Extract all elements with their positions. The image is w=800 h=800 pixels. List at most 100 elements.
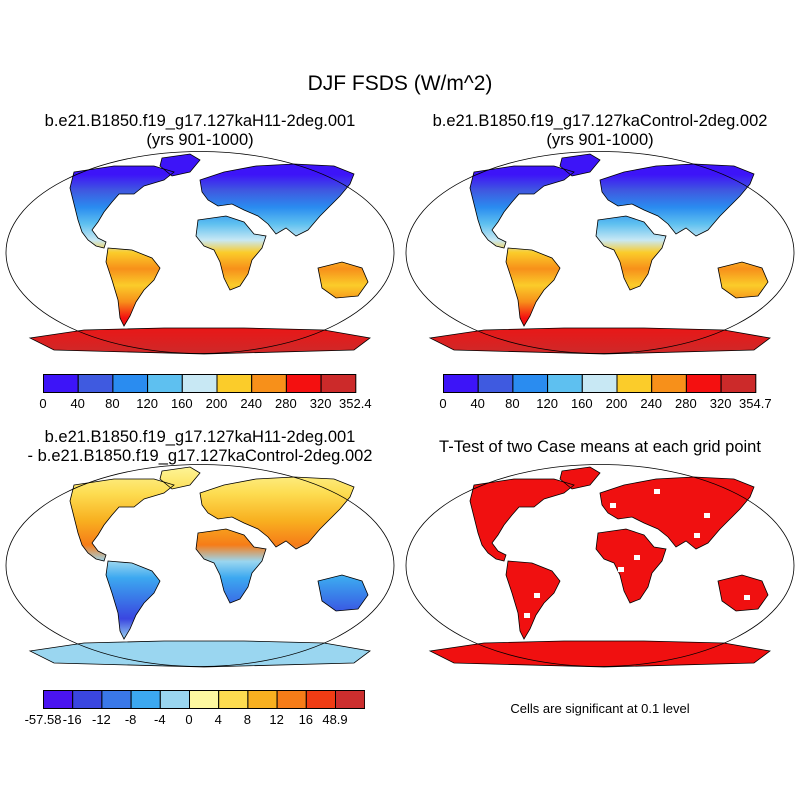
colorbar-tick-label: 0 xyxy=(39,396,47,411)
coastline-antarctica xyxy=(28,640,371,668)
coastline-africa xyxy=(195,215,267,291)
colorbar-box xyxy=(512,374,549,393)
colorbar-box xyxy=(443,374,479,393)
colorbar-box xyxy=(251,374,287,393)
map-border xyxy=(405,151,795,354)
coastline-africa xyxy=(595,215,667,291)
panel3-title-line2: - b.e21.B1850.f19_g17.127kaControl-2deg.… xyxy=(27,447,373,465)
colorbar-tick-label: 0 xyxy=(439,396,447,411)
map-panel2-control-fsds xyxy=(405,151,795,355)
colorbar-box xyxy=(130,690,161,709)
nonsignificant-cell xyxy=(618,567,624,572)
colorbar-box xyxy=(159,690,191,709)
colorbar-box xyxy=(276,690,307,709)
colorbar-tick-label: 12 xyxy=(269,712,284,727)
nonsignificant-cell xyxy=(694,533,700,538)
colorbar-tick-label: 8 xyxy=(243,712,252,727)
map-panel1-case-fsds xyxy=(5,151,395,355)
colorbar-box xyxy=(305,690,336,709)
colorbar-box xyxy=(147,374,183,393)
coastline-antarctica xyxy=(28,327,371,355)
figure-title: DJF FSDS (W/m^2) xyxy=(307,72,493,95)
panel2-title-line2: (yrs 901-1000) xyxy=(546,131,654,149)
nonsignificant-cell xyxy=(564,523,570,528)
coastline-samerica xyxy=(505,247,561,327)
colorbar-tick-label: 40 xyxy=(470,396,485,411)
colorbar-tick-label: 352.4 xyxy=(339,396,372,411)
colorbar-box xyxy=(720,374,757,393)
map-panel3-difference xyxy=(5,464,395,668)
colorbar-tick-label: 160 xyxy=(170,396,193,411)
nonsignificant-cell xyxy=(534,593,540,598)
colorbar-box xyxy=(320,374,357,393)
panel3-title-line1: b.e21.B1850.f19_g17.127kaH11-2deg.001 xyxy=(44,428,356,446)
coastline-samerica xyxy=(505,560,561,640)
colorbar-box xyxy=(477,374,514,393)
coastline-samerica xyxy=(105,560,161,640)
colorbar-box xyxy=(77,374,114,393)
colorbar-box xyxy=(285,374,322,393)
colorbar-tick-label: 4 xyxy=(214,712,222,727)
colorbar-box xyxy=(189,690,220,709)
colorbar-box xyxy=(547,374,583,393)
nonsignificant-cell xyxy=(634,555,640,560)
coastline-australia xyxy=(717,574,769,612)
nonsignificant-cell xyxy=(704,513,710,518)
colorbar-box xyxy=(616,374,653,393)
colorbar-tick-label: 240 xyxy=(240,396,263,411)
map-panel4-ttest xyxy=(405,464,795,668)
colorbar-tick-label: 80 xyxy=(105,396,120,411)
colorbar-tick-label: 0 xyxy=(185,712,193,727)
coastline-greenland xyxy=(159,153,201,177)
colorbar-box xyxy=(181,374,218,393)
colorbar-tick-label: 280 xyxy=(275,396,297,411)
coastline-antarctica xyxy=(428,327,771,355)
coastline-namerica xyxy=(469,478,575,562)
colorbar-box xyxy=(335,690,365,709)
coastline-samerica xyxy=(105,247,161,327)
colorbar-box xyxy=(218,690,249,709)
colorbar-tick-label: 16 xyxy=(298,712,314,727)
colorbar-box xyxy=(685,374,722,393)
coastline-namerica xyxy=(69,478,175,562)
coastline-australia xyxy=(317,574,369,612)
coastline-greenland xyxy=(559,153,601,177)
colorbar-box xyxy=(247,690,278,709)
colorbar-panel2 xyxy=(443,374,757,393)
colorbar-panel1 xyxy=(43,374,357,393)
colorbar-tick-label: -16 xyxy=(62,712,82,727)
colorbar-tick-label: 120 xyxy=(536,396,558,411)
panel1-title-line2: (yrs 901-1000) xyxy=(146,131,254,149)
map-border xyxy=(405,464,795,667)
coastline-greenland xyxy=(159,466,201,490)
colorbar-box xyxy=(581,374,618,393)
map-border xyxy=(5,151,395,354)
colorbar-tick-label: 40 xyxy=(70,396,85,411)
colorbar-tick-label: 280 xyxy=(675,396,697,411)
coastline-antarctica xyxy=(428,640,771,668)
coastline-namerica xyxy=(69,165,175,249)
panel1-title-line1: b.e21.B1850.f19_g17.127kaH11-2deg.001 xyxy=(44,112,356,130)
colorbar-box xyxy=(112,374,149,393)
colorbar-tick-label: -12 xyxy=(91,712,111,727)
significance-note: Cells are significant at 0.1 level xyxy=(510,701,690,716)
coastline-africa xyxy=(595,528,667,604)
colorbar-tick-label: 80 xyxy=(505,396,520,411)
colorbar-tick-label: 354.7 xyxy=(739,396,772,411)
colorbar-panel3 xyxy=(43,690,365,709)
colorbar-tick-label: 240 xyxy=(640,396,663,411)
nonsignificant-cell xyxy=(524,613,530,618)
colorbar-tick-label: 120 xyxy=(136,396,158,411)
nonsignificant-cell xyxy=(516,523,522,528)
colorbar-box xyxy=(43,690,74,709)
colorbar-tick-label: 200 xyxy=(605,396,628,411)
nonsignificant-cell xyxy=(744,595,750,600)
coastline-namerica xyxy=(469,165,575,249)
colorbar-tick-label: 320 xyxy=(709,396,732,411)
coastline-australia xyxy=(717,261,769,299)
colorbar-box xyxy=(216,374,253,393)
coastline-eurasia xyxy=(599,163,755,237)
colorbar-tick-label: -8 xyxy=(124,712,137,727)
coastline-australia xyxy=(317,261,369,299)
colorbar-tick-label: 48.9 xyxy=(322,712,348,727)
